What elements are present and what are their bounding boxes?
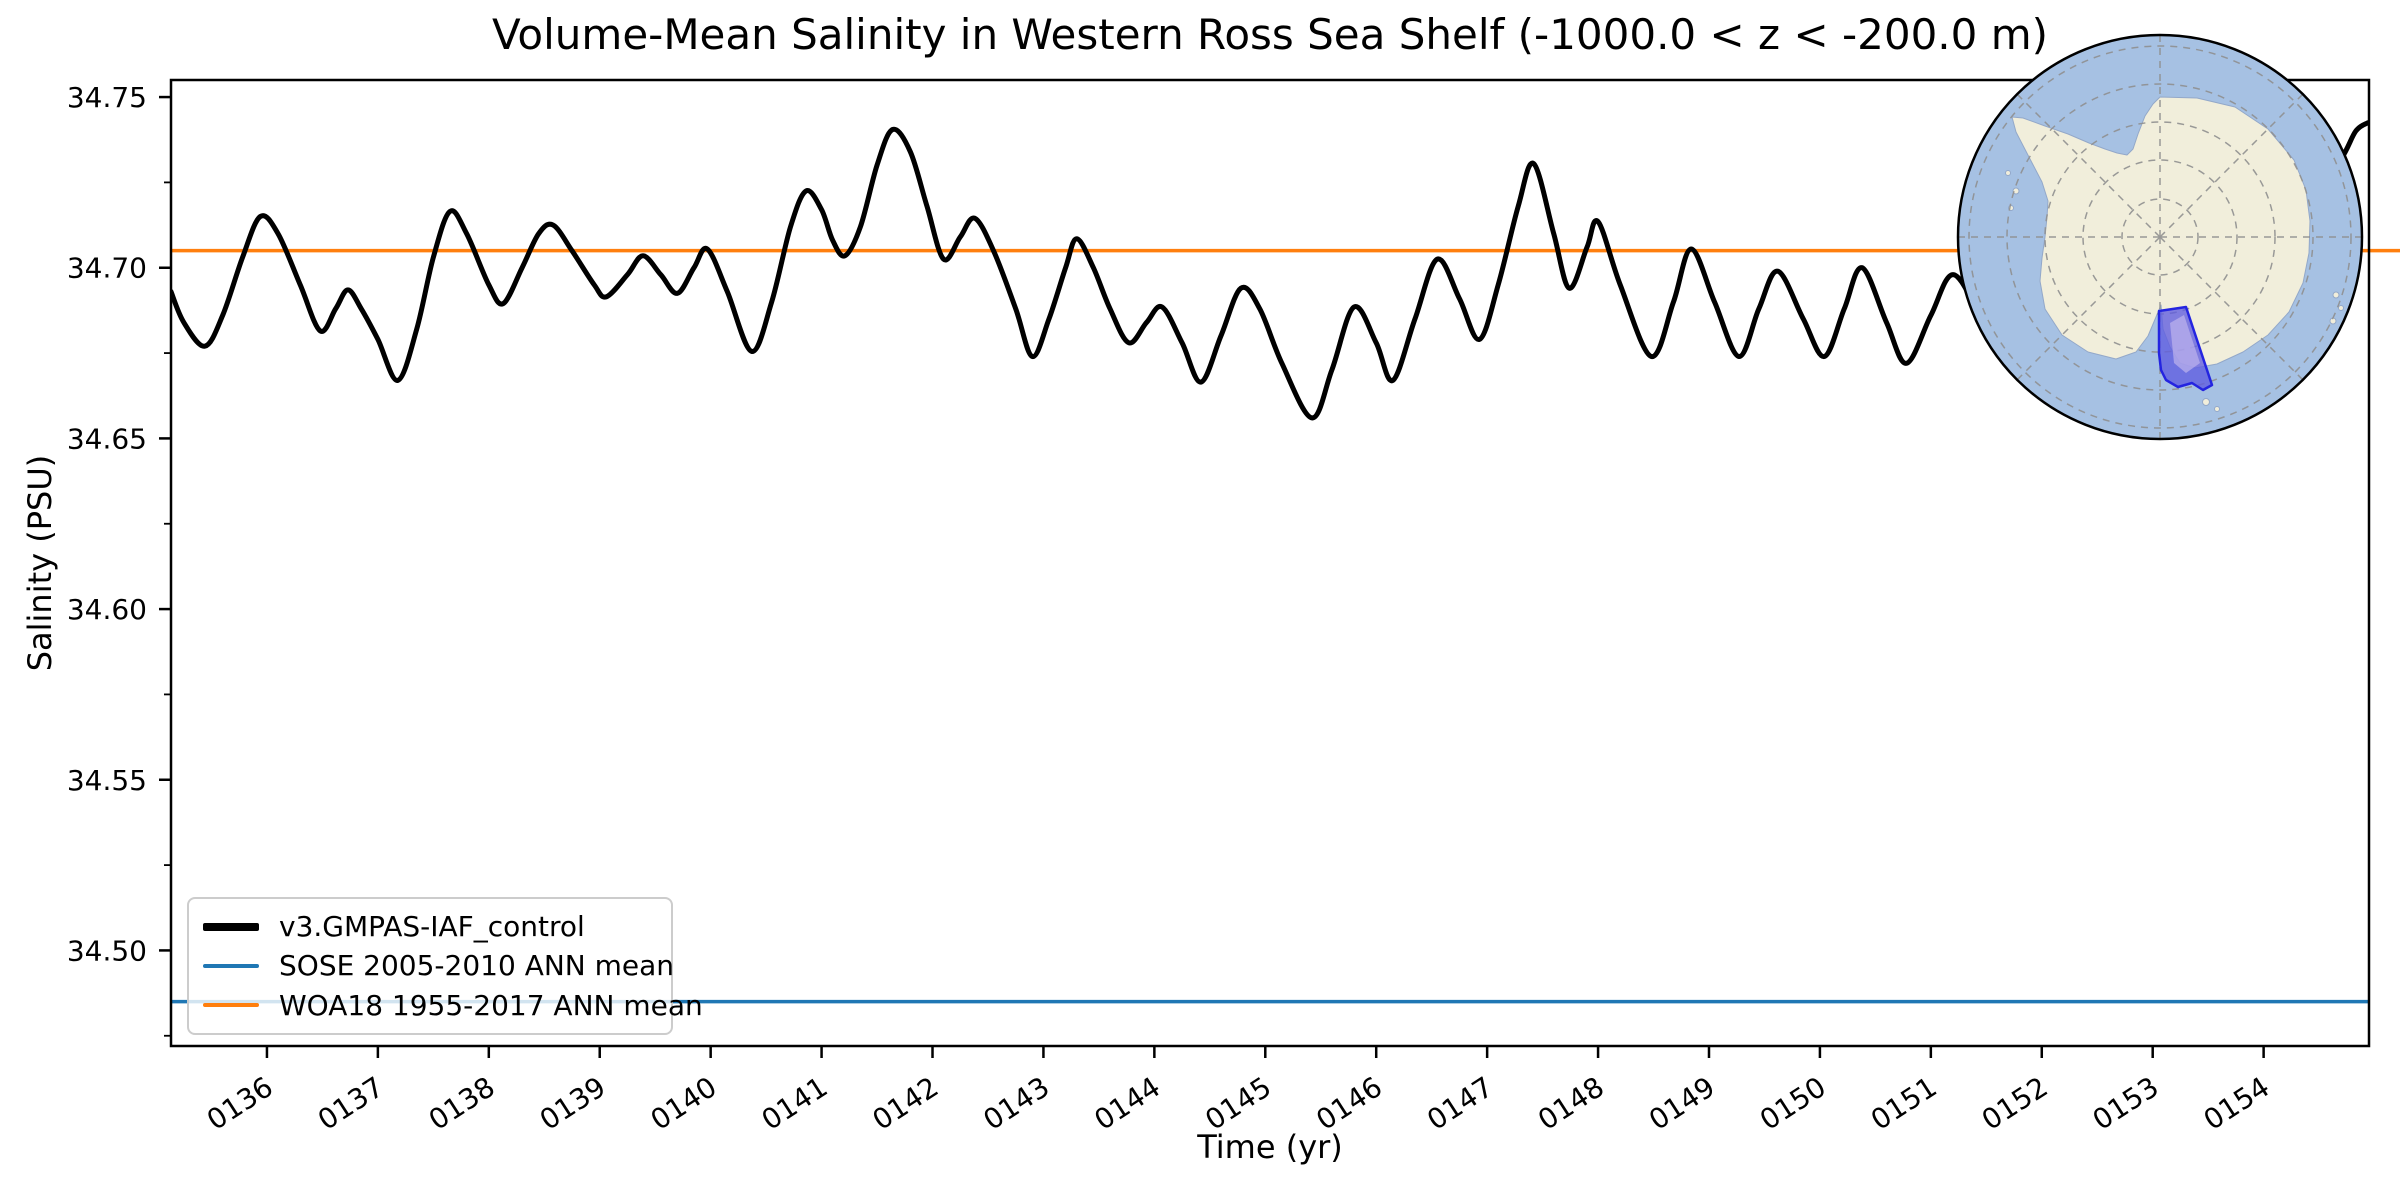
y-tick-label: 34.65 — [67, 422, 147, 455]
antarctica-inset-map — [1956, 33, 2364, 441]
legend-label: v3.GMPAS-IAF_control — [279, 910, 585, 944]
legend: v3.GMPAS-IAF_control SOSE 2005-2010 ANN … — [187, 897, 703, 1035]
x-tick-label: 0144 — [1088, 1070, 1166, 1136]
x-tick-label: 0136 — [201, 1070, 279, 1136]
x-tick-label: 0140 — [645, 1070, 723, 1136]
small-island — [2332, 291, 2340, 299]
y-tick-label: 34.60 — [67, 593, 147, 626]
x-tick-label: 0142 — [867, 1070, 945, 1136]
x-tick-label: 0145 — [1199, 1070, 1277, 1136]
series-line-v3-gmpas-iaf-control — [171, 120, 2369, 421]
y-tick-label: 34.70 — [67, 252, 147, 285]
legend-item-woa18-mean: WOA18 1955-2017 ANN mean — [203, 989, 703, 1022]
y-axis-label: Salinity (PSU) — [21, 454, 59, 672]
small-island — [2005, 170, 2011, 176]
legend-item-control-run: v3.GMPAS-IAF_control — [203, 910, 657, 943]
y-tick-label: 34.50 — [67, 934, 147, 967]
legend-swatch-blue-line — [203, 963, 259, 968]
legend-swatch-black-line — [203, 922, 259, 931]
x-tick-label: 0149 — [1643, 1070, 1721, 1136]
x-tick-label: 0141 — [756, 1070, 834, 1136]
x-tick-label: 0150 — [1754, 1070, 1832, 1136]
x-tick-label: 0143 — [978, 1070, 1056, 1136]
small-island — [2012, 187, 2020, 195]
x-tick-label: 0151 — [1865, 1070, 1943, 1136]
map-circle-border — [1956, 33, 2364, 441]
graticule — [1958, 35, 2362, 439]
small-island — [2214, 406, 2220, 412]
ross-sea-region-highlight — [2157, 305, 2214, 392]
x-tick-label: 0154 — [2198, 1070, 2276, 1136]
x-tick-label: 0138 — [423, 1070, 501, 1136]
x-tick-label: 0152 — [1976, 1070, 2054, 1136]
axes-spines — [169, 78, 2371, 1048]
small-island — [2338, 305, 2344, 311]
legend-swatch-orange-line — [203, 1003, 259, 1008]
x-tick-label: 0146 — [1310, 1070, 1388, 1136]
legend-label: SOSE 2005-2010 ANN mean — [279, 949, 675, 983]
x-tick-label: 0137 — [312, 1070, 390, 1136]
y-tick-label: 34.55 — [67, 764, 147, 797]
antarctica-landmass — [2005, 96, 2344, 412]
legend-item-sose-mean: SOSE 2005-2010 ANN mean — [203, 949, 674, 982]
y-tick-label: 34.75 — [67, 81, 147, 114]
small-island — [2202, 398, 2210, 406]
x-tick-label: 0153 — [2087, 1070, 2165, 1136]
chart-title: Volume-Mean Salinity in Western Ross Sea… — [491, 10, 2049, 59]
legend-label: WOA18 1955-2017 ANN mean — [279, 988, 703, 1022]
x-tick-label: 0139 — [534, 1070, 612, 1136]
x-tick-label: 0147 — [1421, 1070, 1499, 1136]
x-axis-label: Time (yr) — [1197, 1128, 1343, 1166]
x-tick-label: 0148 — [1532, 1070, 1610, 1136]
